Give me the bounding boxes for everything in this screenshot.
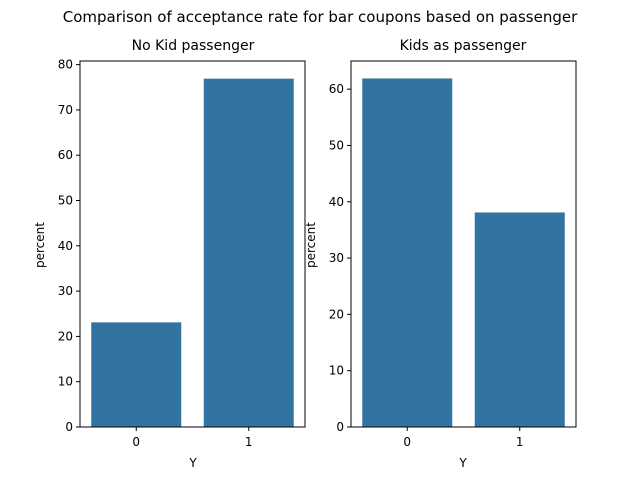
y-tick-label: 40 — [58, 239, 73, 253]
axes-frame — [350, 60, 577, 428]
x-axis-label: Y — [458, 456, 467, 470]
y-tick-label: 50 — [58, 194, 73, 208]
x-axis-label: Y — [188, 456, 197, 470]
bar — [203, 78, 294, 428]
y-tick-label: 30 — [329, 251, 344, 265]
y-tick-label: 0 — [65, 420, 73, 434]
axes-frame — [79, 60, 306, 428]
y-tick-label: 10 — [329, 364, 344, 378]
chart-panel-no-kid: No Kid passenger Y percent 0102030405060… — [33, 38, 306, 470]
bar — [474, 212, 565, 427]
y-tick-label: 30 — [58, 284, 73, 298]
bar — [91, 322, 182, 427]
y-tick-label: 20 — [329, 307, 344, 321]
y-tick-label: 60 — [58, 148, 73, 162]
figure-suptitle: Comparison of acceptance rate for bar co… — [63, 8, 578, 26]
y-axis-label: percent — [304, 222, 318, 268]
chart-title: Kids as passenger — [400, 38, 527, 54]
y-tick-label: 50 — [329, 138, 344, 152]
x-tick-label: 0 — [403, 435, 411, 449]
y-tick-label: 20 — [58, 329, 73, 343]
y-tick-label: 40 — [329, 195, 344, 209]
x-tick-label: 0 — [132, 435, 140, 449]
chart-panel-kids: Kids as passenger Y percent 010203040506… — [304, 38, 577, 470]
y-tick-label: 10 — [58, 375, 73, 389]
x-tick-label: 1 — [245, 435, 253, 449]
y-axis-label: percent — [33, 222, 47, 268]
y-tick-label: 70 — [58, 103, 73, 117]
chart-title: No Kid passenger — [132, 38, 255, 54]
y-tick-label: 80 — [58, 58, 73, 72]
x-tick-label: 1 — [516, 435, 524, 449]
y-tick-label: 60 — [329, 82, 344, 96]
y-tick-label: 0 — [336, 420, 344, 434]
bar — [362, 78, 453, 427]
